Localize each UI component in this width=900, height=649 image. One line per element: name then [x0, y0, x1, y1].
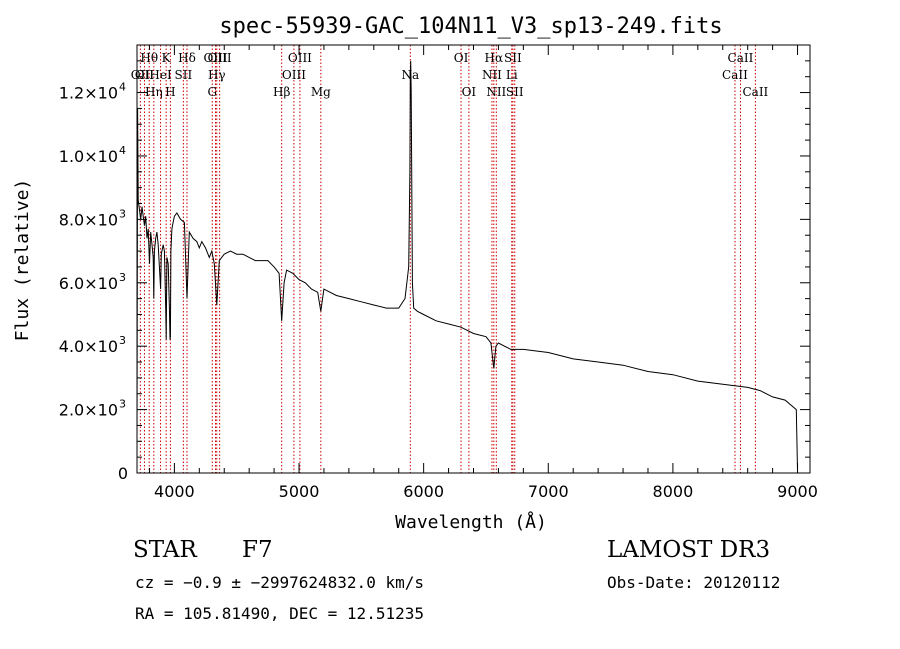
- y-tick-label-3: 6.0×10: [59, 274, 118, 293]
- line-label-11: Hγ: [208, 68, 226, 82]
- line-label-22: NII: [486, 85, 506, 99]
- x-tick-label-5: 9000: [777, 482, 818, 501]
- y-tick-exponent-2: 3: [119, 334, 126, 347]
- line-label-9: G: [207, 85, 217, 99]
- line-label-2: OII: [135, 68, 155, 82]
- line-label-23: Li: [506, 68, 518, 82]
- y-tick-label-5: 1.0×10: [59, 147, 118, 166]
- line-label-4: HeI: [149, 68, 172, 82]
- line-label-7: SII: [175, 68, 193, 82]
- y-tick-exponent-6: 4: [119, 81, 126, 94]
- line-label-10: OIII: [203, 51, 227, 65]
- x-axis-ticks: 4000 5000 6000 7000 8000 9000: [148, 45, 818, 501]
- line-label-0: OII: [131, 68, 151, 82]
- line-label-1: Hθ: [140, 51, 158, 65]
- x-tick-label-4: 8000: [653, 482, 694, 501]
- x-tick-label-1: 5000: [279, 482, 320, 501]
- line-label-20: NII: [482, 68, 502, 82]
- spectrum-flux-line: [136, 60, 798, 470]
- y-tick-exponent-3: 3: [119, 271, 126, 284]
- y-tick-label-1: 2.0×10: [59, 401, 118, 420]
- line-label-12: OIII: [208, 51, 232, 65]
- line-label-21: Hα: [485, 51, 504, 65]
- redshift-line: cz = −0.9 ± −2997624832.0 km/s: [135, 573, 424, 592]
- x-axis-label: Wavelength (Å): [395, 511, 547, 533]
- line-label-3: Hη: [145, 85, 163, 99]
- spectral-line-markers: [139, 45, 756, 473]
- line-label-24: SII: [504, 51, 522, 65]
- y-tick-label-0: 0: [118, 464, 128, 483]
- line-label-26: CaII: [722, 68, 748, 82]
- y-tick-label-4: 8.0×10: [59, 210, 118, 229]
- line-label-25: SII: [506, 85, 524, 99]
- x-tick-label-0: 4000: [154, 482, 195, 501]
- plot-frame: [136, 44, 811, 474]
- y-tick-exponent-1: 3: [119, 398, 126, 411]
- line-label-15: OIII: [288, 51, 312, 65]
- y-tick-exponent-5: 4: [119, 144, 126, 157]
- line-label-5: K: [162, 51, 172, 65]
- line-label-13: Hβ: [273, 85, 290, 99]
- line-label-27: CaII: [728, 51, 754, 65]
- object-class-label: STAR: [133, 537, 197, 563]
- survey-label: LAMOST DR3: [607, 537, 771, 563]
- line-label-14: OIII: [282, 68, 306, 82]
- line-label-19: OI: [462, 85, 477, 99]
- line-label-18: OI: [454, 51, 469, 65]
- y-tick-label-6: 1.2×10: [59, 84, 118, 103]
- y-tick-exponent-4: 3: [119, 207, 126, 220]
- line-label-16: Mg: [311, 85, 331, 99]
- line-label-8: Hδ: [178, 51, 196, 65]
- x-tick-label-3: 7000: [528, 482, 569, 501]
- observation-date: Obs-Date: 20120112: [607, 573, 781, 592]
- y-axis-label: Flux (relative): [12, 179, 33, 342]
- chart-title: spec-55939-GAC_104N11_V3_sp13-249.fits: [219, 14, 722, 39]
- y-axis-ticks: 02.0×10 34.0×10 36.0×10 38.0×10 31.0×10 41.2×…: [59, 60, 810, 483]
- line-label-28: CaII: [742, 85, 768, 99]
- coordinates-line: RA = 105.81490, DEC = 12.51235: [135, 604, 424, 623]
- x-tick-label-2: 6000: [403, 482, 444, 501]
- line-label-6: H: [165, 85, 175, 99]
- y-tick-label-2: 4.0×10: [59, 337, 118, 356]
- object-subclass-label: F7: [242, 537, 273, 563]
- spectral-line-labels: OIIHθOIIHηHeIKHSIIHδGOIIIHγOIIIHβOIIIOII…: [131, 51, 769, 99]
